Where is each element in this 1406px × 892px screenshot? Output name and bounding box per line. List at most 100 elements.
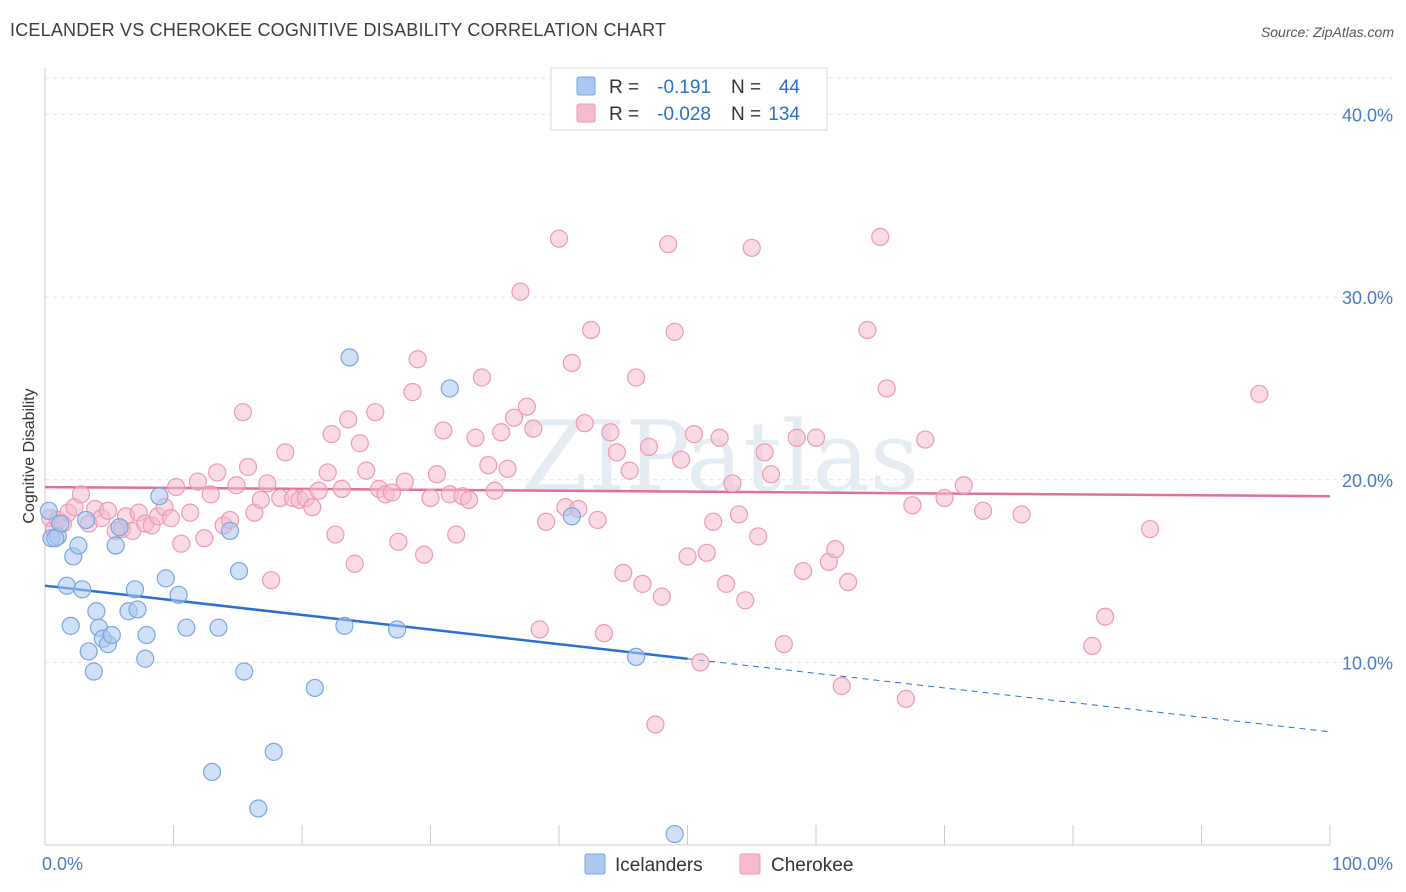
bottom-legend-cherokee: Cherokee (771, 855, 853, 876)
y-tick-label-0: 10.0% (1342, 653, 1393, 673)
point-cherokee-6 (71, 485, 91, 504)
chart-title: ICELANDER VS CHEROKEE COGNITIVE DISABILI… (10, 20, 667, 40)
point-icelanders-28 (202, 762, 222, 782)
point-cherokee-101 (684, 425, 704, 444)
point-icelanders-17 (106, 536, 125, 555)
bottom-legend-swatch-cherokee (739, 853, 761, 875)
point-icelanders-5 (61, 616, 80, 635)
point-cherokee-133 (1096, 607, 1115, 626)
point-cherokee-90 (614, 563, 633, 582)
legend-n-label-2: N = (731, 104, 761, 125)
point-cherokee-61 (421, 488, 440, 508)
point-icelanders-39 (440, 379, 459, 398)
point-cherokee-119 (826, 540, 845, 559)
point-cherokee-76 (517, 397, 536, 416)
point-cherokee-56 (389, 532, 408, 551)
point-cherokee-109 (736, 591, 755, 610)
bottom-legend-swatch-icelanders (584, 853, 606, 875)
point-cherokee-48 (339, 410, 358, 429)
point-cherokee-62 (427, 465, 447, 484)
point-icelanders-7 (69, 536, 88, 555)
point-cherokee-92 (626, 368, 646, 387)
point-cherokee-126 (903, 496, 922, 515)
y-tick-label-1: 20.0% (1342, 471, 1393, 491)
point-cherokee-63 (434, 421, 453, 440)
point-icelanders-42 (665, 824, 684, 844)
point-cherokee-124 (877, 379, 896, 398)
point-cherokee-135 (1250, 384, 1269, 404)
point-cherokee-108 (729, 505, 749, 524)
point-cherokee-74 (504, 408, 524, 427)
point-cherokee-104 (704, 512, 723, 531)
point-icelanders-32 (235, 662, 254, 681)
point-icelanders-40 (562, 507, 581, 526)
point-cherokee-70 (479, 456, 498, 475)
point-icelanders-41 (626, 647, 646, 667)
point-cherokee-60 (414, 545, 434, 564)
grid-lines (45, 77, 1395, 663)
point-cherokee-131 (1012, 505, 1031, 524)
point-cherokee-27 (208, 463, 227, 482)
point-cherokee-34 (251, 490, 270, 509)
point-icelanders-0 (39, 501, 58, 520)
point-cherokee-86 (588, 510, 607, 530)
point-cherokee-112 (755, 443, 774, 462)
point-cherokee-47 (332, 479, 351, 498)
point-cherokee-114 (774, 635, 793, 654)
point-cherokee-55 (382, 483, 402, 502)
point-cherokee-91 (620, 461, 639, 480)
legend-r-icelanders: -0.191 (657, 77, 711, 98)
bottom-legend-icelanders: Icelanders (615, 855, 703, 876)
trend-line-cherokee (44, 485, 1331, 498)
point-cherokee-58 (403, 383, 422, 402)
point-icelanders-30 (220, 521, 240, 540)
point-cherokee-52 (366, 403, 385, 422)
point-cherokee-93 (633, 574, 652, 593)
point-cherokee-82 (562, 353, 581, 372)
point-icelanders-31 (229, 561, 249, 581)
point-cherokee-85 (582, 320, 601, 340)
point-cherokee-84 (575, 414, 594, 433)
point-cherokee-50 (350, 434, 369, 453)
point-icelanders-8 (73, 580, 92, 599)
data-points (39, 227, 1269, 844)
point-cherokee-23 (181, 503, 200, 522)
bottom-legend: Icelanders Cherokee (584, 853, 853, 876)
point-icelanders-26 (169, 585, 188, 604)
point-icelanders-21 (128, 600, 147, 619)
point-cherokee-128 (935, 488, 954, 508)
point-cherokee-130 (973, 501, 993, 520)
point-cherokee-38 (276, 443, 295, 462)
point-icelanders-12 (87, 602, 106, 621)
point-cherokee-67 (459, 490, 479, 509)
point-cherokee-98 (665, 322, 684, 341)
point-cherokee-25 (195, 529, 214, 548)
point-cherokee-10 (98, 501, 118, 520)
x-tick-label-1: 100.0% (1332, 854, 1393, 874)
point-cherokee-77 (524, 419, 543, 438)
point-icelanders-33 (249, 799, 268, 818)
point-cherokee-32 (238, 457, 258, 477)
point-icelanders-18 (110, 518, 129, 537)
point-cherokee-73 (498, 459, 517, 478)
point-cherokee-123 (871, 227, 890, 246)
point-icelanders-22 (136, 649, 155, 668)
point-icelanders-9 (77, 510, 96, 530)
point-cherokee-20 (161, 509, 181, 528)
point-cherokee-116 (794, 561, 813, 581)
point-cherokee-45 (322, 425, 341, 444)
point-cherokee-107 (723, 474, 742, 493)
point-cherokee-75 (511, 282, 530, 301)
point-cherokee-122 (858, 320, 877, 340)
legend-r-label-1: R = (609, 77, 639, 98)
point-icelanders-29 (209, 618, 228, 637)
point-cherokee-106 (716, 574, 736, 593)
point-cherokee-129 (954, 476, 973, 495)
point-cherokee-132 (1083, 636, 1102, 656)
point-cherokee-59 (408, 350, 427, 369)
point-icelanders-36 (335, 616, 354, 635)
point-cherokee-95 (646, 715, 665, 734)
point-cherokee-117 (806, 428, 826, 447)
point-cherokee-127 (916, 430, 935, 449)
point-cherokee-71 (485, 481, 504, 500)
